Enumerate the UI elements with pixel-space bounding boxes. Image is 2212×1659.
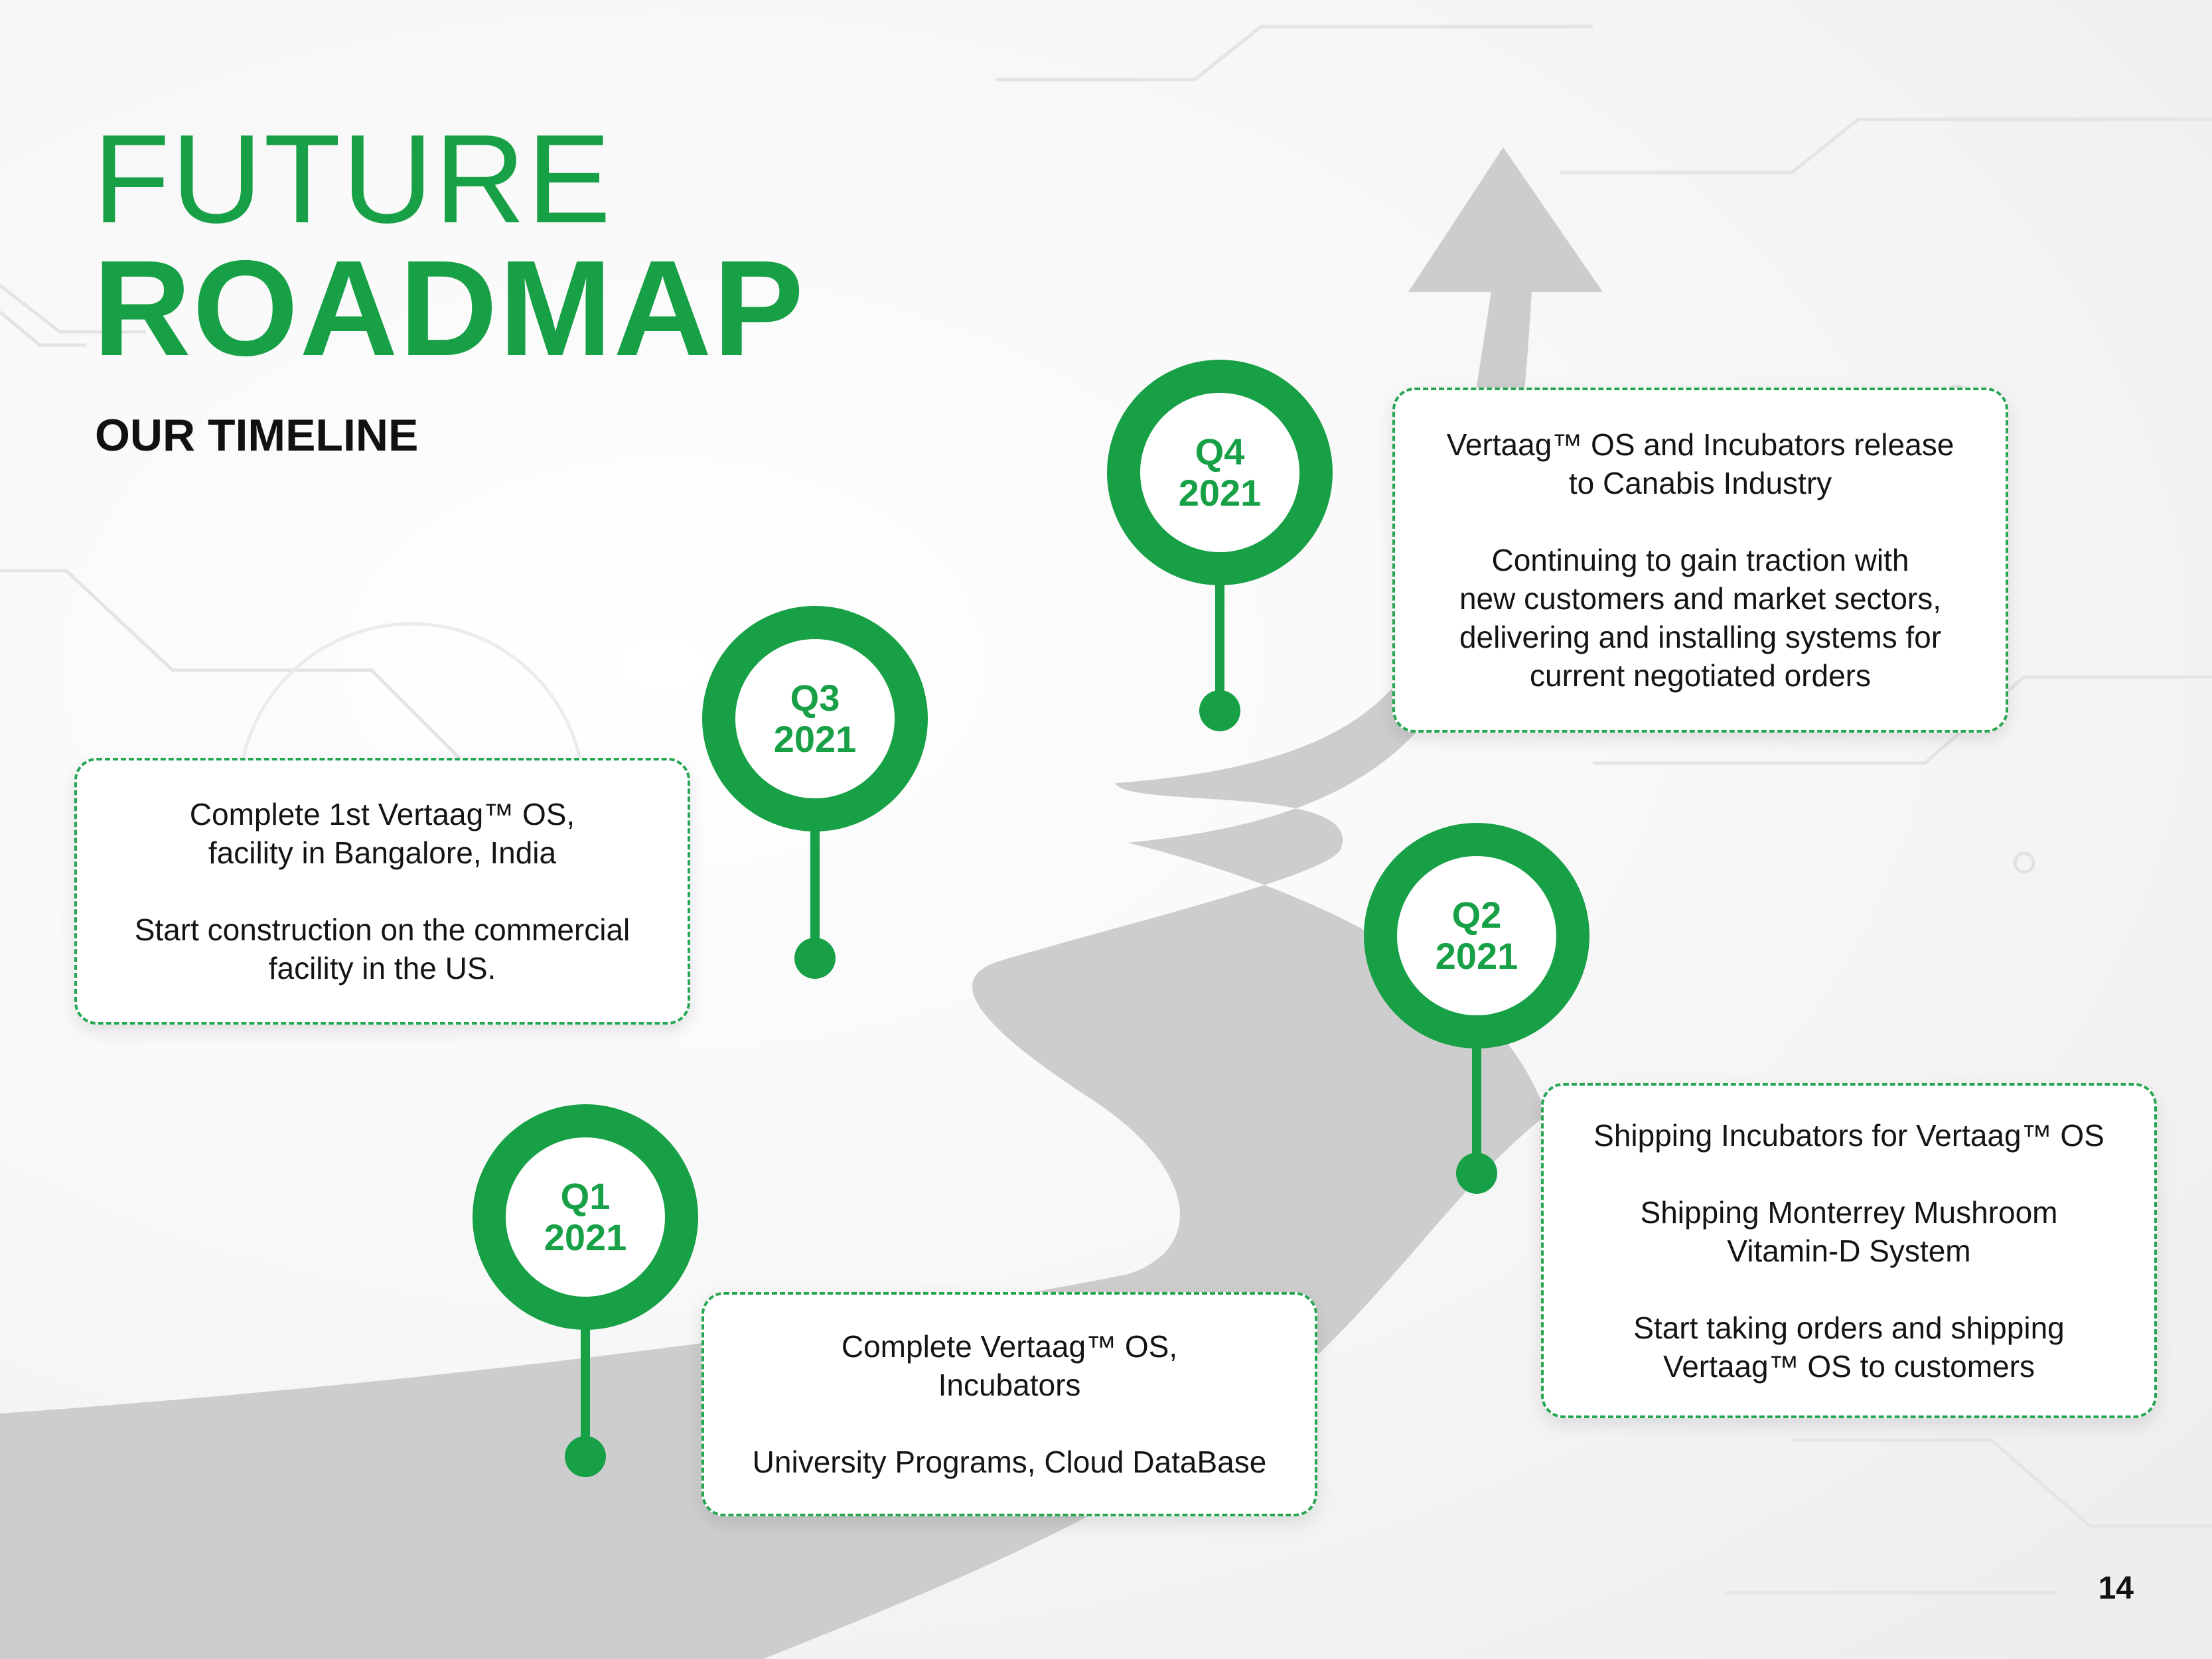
q4-card-line: new customers and market sectors, [1459,581,1942,616]
q3-pin-dot [794,938,836,979]
q1-card-line: University Programs, Cloud DataBase [752,1445,1267,1479]
q2-card-line: Vertaag™ OS to customers [1663,1348,2035,1384]
q1-card-line: Incubators [938,1368,1081,1402]
q1-pin-dot [565,1436,606,1477]
q3-pin: Q3 2021 [702,606,928,831]
q2-quarter: Q2 [1451,894,1502,936]
q1-year: 2021 [544,1216,627,1258]
q1-quarter: Q1 [560,1175,611,1217]
q3-card-line: facility in Bangalore, India [208,835,557,870]
q4-pin-dot [1199,690,1240,731]
q4-card-line: delivering and installing systems for [1459,620,1942,654]
q1-pin-stem [581,1321,590,1460]
q2-card-line: Vitamin-D System [1727,1233,1971,1268]
q4-card-line: Vertaag™ OS and Incubators release [1446,427,1954,462]
q1-card: Complete Vertaag™ OS, Incubators Univers… [701,1292,1317,1516]
q3-year: 2021 [773,718,857,760]
q2-card-line: Shipping Monterrey Mushroom [1640,1194,2058,1230]
q2-pin: Q2 2021 [1364,823,1589,1048]
q4-year: 2021 [1178,472,1262,514]
q2-card-line: Start taking orders and shipping [1633,1310,2065,1345]
q3-pin-stem [810,823,820,959]
q3-quarter: Q3 [790,677,840,719]
q3-card-line: facility in the US. [268,951,496,985]
q4-card: Vertaag™ OS and Incubators release to Ca… [1392,388,2008,733]
q4-card-line: current negotiated orders [1530,658,1871,693]
q2-pin-dot [1456,1153,1497,1194]
subtitle: OUR TIMELINE [95,410,419,461]
q4-pin-stem [1215,577,1224,713]
q4-card-line: Continuing to gain traction with [1491,543,1909,577]
q4-pin: Q4 2021 [1107,360,1333,585]
title-line-1: FUTURE [93,109,613,250]
road-arrowhead [1408,147,1603,292]
page-number: 14 [2098,1571,2134,1606]
q3-card-line: Start construction on the commercial [134,912,630,947]
q3-card-line: Complete 1st Vertaag™ OS, [189,797,575,831]
q1-pin: Q1 2021 [473,1104,698,1330]
q2-card: Shipping Incubators for Vertaag™ OS Ship… [1541,1083,2157,1418]
q2-year: 2021 [1435,935,1518,977]
q1-card-line: Complete Vertaag™ OS, [841,1329,1178,1364]
title-line-2: ROADMAP [93,232,806,384]
q2-card-line: Shipping Incubators for Vertaag™ OS [1593,1118,2104,1153]
q3-card: Complete 1st Vertaag™ OS, facility in Ba… [74,758,690,1025]
q4-quarter: Q4 [1195,431,1245,472]
q4-card-line: to Canabis Industry [1568,466,1832,500]
q2-pin-stem [1472,1035,1481,1171]
